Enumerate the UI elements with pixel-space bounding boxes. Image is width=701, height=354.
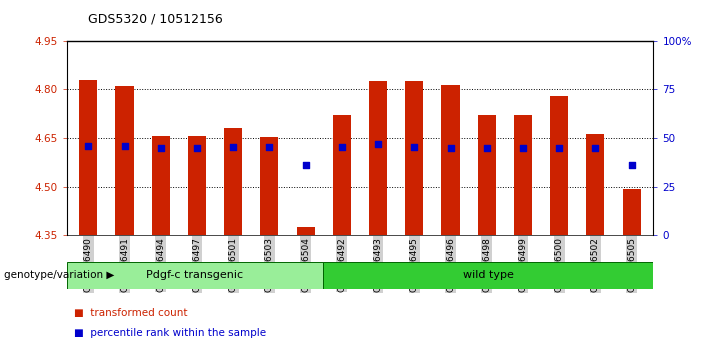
Text: genotype/variation ▶: genotype/variation ▶ <box>4 270 114 280</box>
Bar <box>79 80 97 235</box>
Point <box>481 145 492 151</box>
Point <box>590 145 601 151</box>
Bar <box>550 96 569 235</box>
Text: GDS5320 / 10512156: GDS5320 / 10512156 <box>88 12 222 25</box>
Point <box>336 144 348 150</box>
Bar <box>260 137 278 235</box>
Point <box>155 145 166 151</box>
Bar <box>188 136 206 235</box>
FancyBboxPatch shape <box>67 262 323 289</box>
Point <box>191 145 203 151</box>
Bar <box>333 115 351 235</box>
FancyBboxPatch shape <box>323 262 653 289</box>
Bar <box>297 227 315 235</box>
Text: Pdgf-c transgenic: Pdgf-c transgenic <box>147 270 243 280</box>
Bar <box>442 85 460 235</box>
Bar <box>586 134 604 235</box>
Bar <box>116 86 134 235</box>
Point <box>228 144 239 150</box>
Bar <box>369 81 387 235</box>
Point <box>517 145 529 151</box>
Point <box>300 162 311 168</box>
Text: ■  transformed count: ■ transformed count <box>74 308 187 318</box>
Point <box>409 144 420 150</box>
Point <box>554 145 565 151</box>
Bar <box>622 189 641 235</box>
Bar <box>514 115 532 235</box>
Point <box>626 162 637 168</box>
Bar <box>151 136 170 235</box>
Bar <box>224 129 243 235</box>
Point <box>445 145 456 151</box>
Text: wild type: wild type <box>463 270 514 280</box>
Bar <box>477 115 496 235</box>
Text: ■  percentile rank within the sample: ■ percentile rank within the sample <box>74 328 266 338</box>
Point <box>83 143 94 148</box>
Point <box>264 144 275 150</box>
Point <box>119 143 130 148</box>
Bar <box>405 81 423 235</box>
Point <box>372 141 383 147</box>
